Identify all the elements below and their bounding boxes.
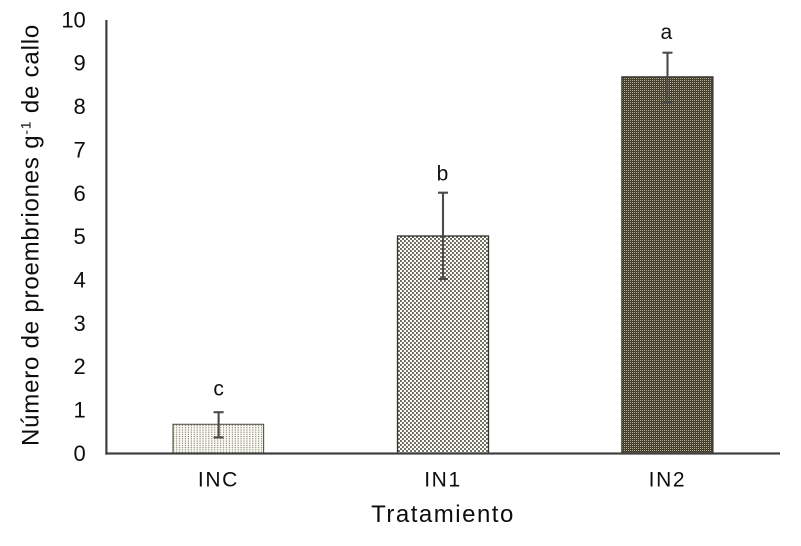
svg-text:IN2: IN2 [649, 469, 686, 492]
svg-text:1: 1 [74, 398, 86, 423]
svg-text:a: a [661, 21, 673, 44]
svg-text:IN1: IN1 [424, 469, 461, 492]
svg-text:2: 2 [74, 354, 86, 379]
svg-text:5: 5 [74, 224, 86, 249]
svg-text:INC: INC [198, 469, 239, 492]
svg-text:Tratamiento: Tratamiento [371, 501, 515, 528]
svg-text:0: 0 [74, 441, 86, 466]
svg-text:4: 4 [74, 268, 86, 293]
svg-text:3: 3 [74, 311, 86, 336]
svg-text:9: 9 [74, 51, 86, 76]
svg-text:b: b [437, 163, 449, 186]
svg-text:7: 7 [74, 137, 86, 162]
svg-text:8: 8 [74, 94, 86, 119]
svg-text:c: c [213, 378, 224, 401]
svg-text:6: 6 [74, 181, 86, 206]
svg-text:Número de proembriones g-1 de: Número de proembriones g-1 de callo [18, 24, 45, 446]
svg-text:10: 10 [61, 7, 85, 32]
